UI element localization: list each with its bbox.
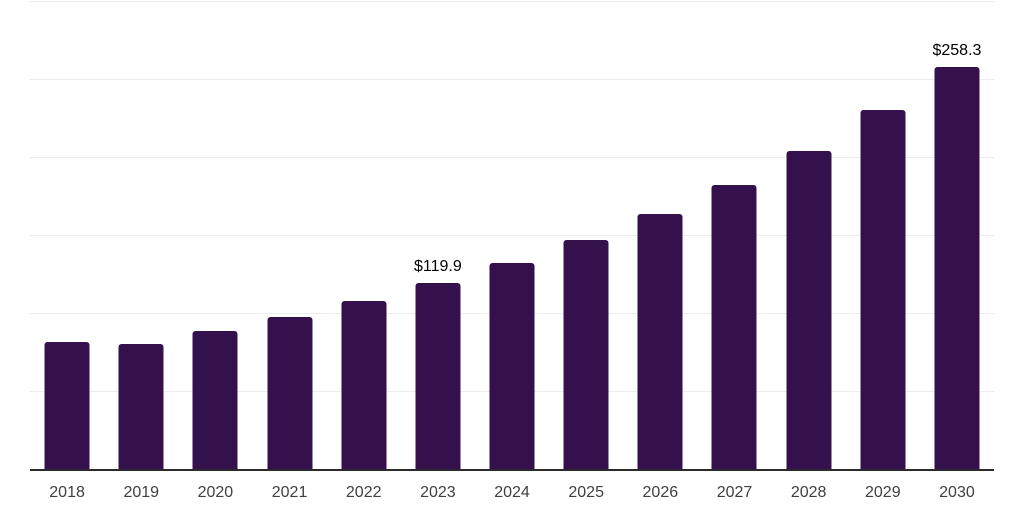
bar-2018 — [44, 342, 90, 470]
x-axis-line — [30, 469, 994, 471]
bar-2027 — [711, 185, 757, 470]
x-tick-2028: 2028 — [790, 484, 827, 501]
bar-2028 — [786, 150, 832, 470]
x-axis-labels: 2018 2019 2020 2021 2022 2023 2024 2025 2026 2027… — [30, 480, 994, 506]
bar-2021 — [267, 317, 313, 470]
x-tick-2026: 2026 — [642, 484, 679, 501]
bar-cell-2021 — [252, 2, 326, 470]
bar-cell-2027 — [697, 2, 771, 470]
x-tick-2022: 2022 — [345, 484, 382, 501]
bar-cell-2020 — [178, 2, 252, 470]
x-tick-2027: 2027 — [716, 484, 753, 501]
bars-row: $119.9 $258.3 — [30, 2, 994, 470]
bar-2023 — [415, 282, 461, 470]
bar-cell-2026 — [623, 2, 697, 470]
bar-2020 — [192, 331, 238, 470]
bar-cell-2024 — [475, 2, 549, 470]
plot-area: $119.9 $258.3 — [30, 1, 994, 471]
bar-2030 — [934, 67, 980, 470]
bar-cell-2028 — [772, 2, 846, 470]
bar-2025 — [563, 240, 609, 470]
bar-value-label-2023: $119.9 — [413, 257, 462, 275]
gridline-250 — [30, 79, 994, 80]
x-tick-2029: 2029 — [865, 484, 901, 501]
x-tick-2020: 2020 — [197, 484, 234, 501]
bar-value-label-2030: $258.3 — [932, 42, 982, 60]
bar-cell-2023: $119.9 — [401, 2, 475, 470]
x-tick-2024: 2024 — [494, 484, 530, 501]
bar-cell-2025 — [549, 2, 623, 470]
bar-cell-2030: $258.3 — [920, 2, 994, 470]
x-tick-2019: 2019 — [123, 484, 160, 501]
bar-cell-2019 — [104, 2, 178, 470]
bar-cell-2022 — [327, 2, 401, 470]
x-tick-2021: 2021 — [271, 484, 308, 501]
bar-2024 — [489, 262, 535, 470]
gridline-200 — [30, 157, 994, 159]
x-tick-2025: 2025 — [568, 484, 604, 501]
bar-cell-2029 — [846, 2, 920, 470]
x-tick-2018: 2018 — [49, 484, 85, 501]
bar-2026 — [637, 214, 683, 470]
x-tick-2030: 2030 — [939, 484, 975, 501]
bar-2022 — [341, 301, 387, 470]
x-tick-2023: 2023 — [420, 484, 456, 501]
bar-cell-2018 — [30, 2, 104, 470]
bar-2029 — [860, 109, 906, 470]
gridline-150 — [30, 235, 994, 236]
gridline-300 — [30, 1, 994, 2]
bar-2019 — [118, 344, 164, 470]
